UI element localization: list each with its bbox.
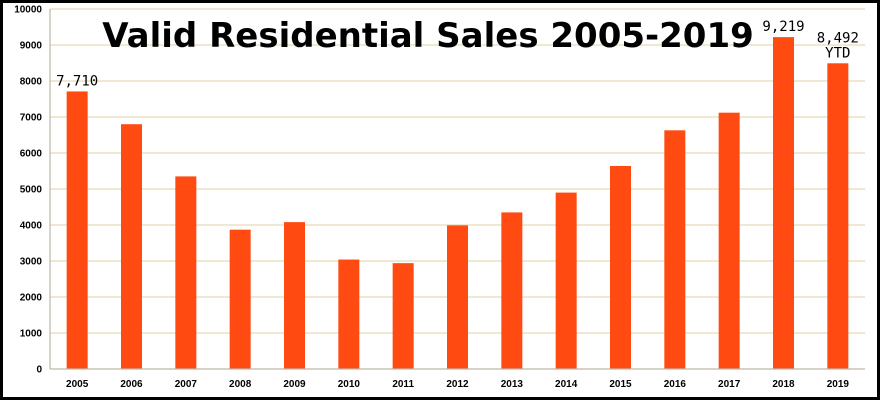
axes	[49, 9, 865, 370]
bar-2008	[229, 229, 251, 369]
y-tick-label: 1000	[20, 329, 43, 340]
x-tick-label: 2012	[446, 379, 469, 390]
x-tick-label: 2006	[120, 379, 143, 390]
x-tick-label: 2009	[283, 379, 306, 390]
x-tick-label: 2017	[718, 379, 741, 390]
bar-2013	[501, 212, 523, 369]
data-label: 7,710	[56, 73, 98, 89]
x-tick-label: 2013	[501, 379, 524, 390]
y-tick-label: 7000	[20, 113, 43, 124]
bar-2012	[447, 225, 468, 369]
y-tick-label: 2000	[20, 293, 43, 304]
bar-2016	[664, 130, 686, 369]
y-tick-label: 0	[36, 365, 42, 376]
data-label: YTD	[825, 45, 850, 61]
y-tick-label: 3000	[20, 257, 43, 268]
x-tick-label: 2011	[392, 379, 414, 390]
x-tick-label: 2007	[175, 379, 198, 390]
y-tick-label: 6000	[20, 149, 43, 160]
x-tick-label: 2018	[772, 379, 795, 390]
bar-2009	[284, 222, 305, 369]
x-tick-label: 2015	[609, 379, 632, 390]
chart-frame: 0 1000 2000 3000 4000 5000 6000 7000 8000 9000 100…	[3, 3, 877, 397]
x-tick-label: 2016	[664, 379, 687, 390]
x-tick-label: 2010	[338, 379, 361, 390]
bar-2006	[121, 124, 142, 369]
bar-2007	[175, 176, 197, 369]
y-tick-labels: 0 1000 2000 3000 4000 5000 6000 7000 8000 9000 100…	[14, 5, 42, 376]
bar-2011	[392, 263, 414, 369]
y-tick-label: 5000	[20, 185, 43, 196]
x-tick-label: 2014	[555, 379, 578, 390]
bar-2005	[66, 91, 88, 369]
x-tick-label: 2019	[827, 379, 850, 390]
bar-2019	[827, 63, 849, 370]
bar-2017	[718, 112, 740, 370]
data-label: 9,219	[762, 19, 804, 35]
y-tick-label: 10000	[14, 5, 42, 16]
x-tick-label: 2005	[66, 379, 89, 390]
x-tick-label: 2008	[229, 379, 252, 390]
data-label: 8,492	[817, 30, 859, 46]
x-tick-labels: 2005 2006 2007 2008 2009 2010 2011 2012 2013 2014…	[66, 379, 849, 390]
bar-2014	[555, 192, 577, 369]
y-tick-label: 8000	[20, 77, 43, 88]
bar-2015	[610, 165, 631, 369]
bar-chart: 0 1000 2000 3000 4000 5000 6000 7000 8000 9000 100…	[14, 5, 865, 390]
bars	[66, 37, 849, 370]
bar-2018	[773, 37, 794, 370]
y-tick-label: 9000	[20, 41, 43, 52]
bar-2010	[338, 259, 360, 369]
chart-title: Valid Residential Sales 2005-2019	[102, 16, 754, 56]
y-tick-label: 4000	[20, 221, 43, 232]
